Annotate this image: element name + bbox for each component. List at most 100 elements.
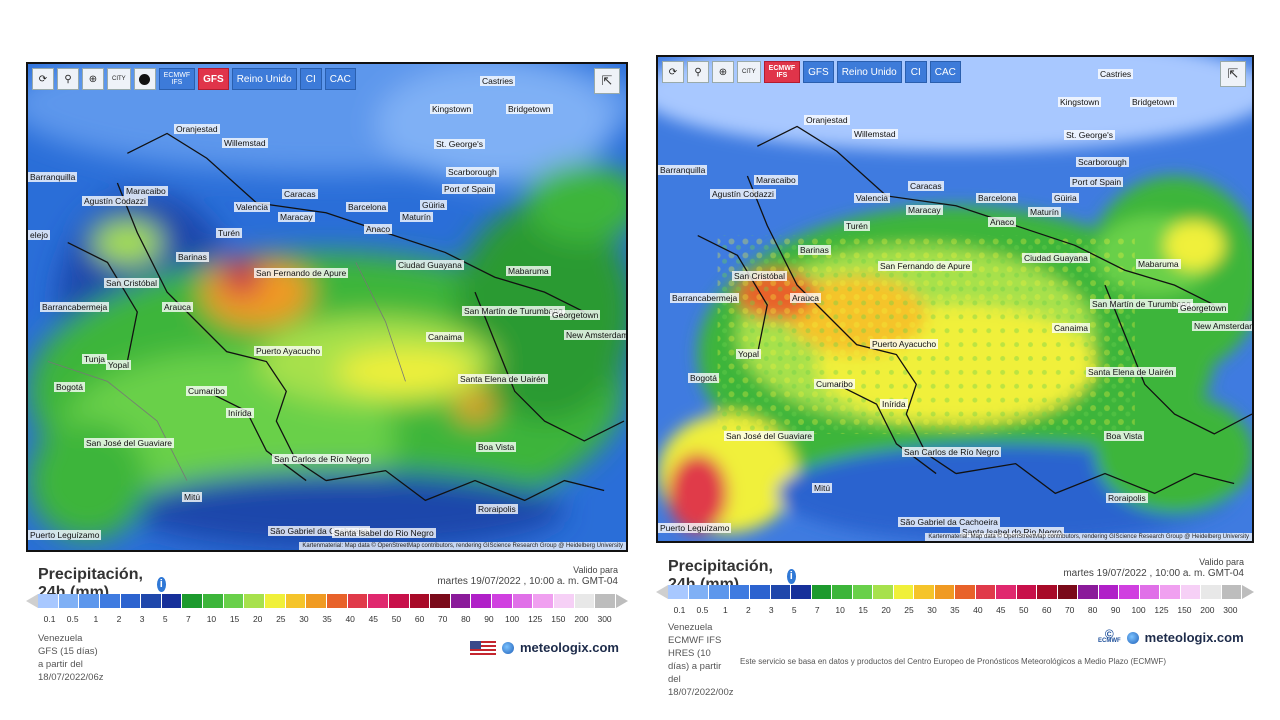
scale-swatch	[574, 594, 596, 608]
place-label: Georgetown	[1178, 303, 1229, 313]
place-label: Scarborough	[446, 167, 499, 177]
ifs-label: IFS	[776, 72, 788, 79]
scale-tick-label: 80	[1087, 605, 1098, 615]
locate-icon[interactable]: ⚲	[57, 68, 79, 90]
scale-right-arrow	[615, 594, 628, 608]
model-run-label: ECMWF IFS HRES (10 días) a partir del 18…	[668, 635, 734, 698]
scale-swatch	[120, 594, 142, 608]
scale-tick-label: 10	[835, 605, 845, 615]
place-label: Maracaibo	[754, 175, 798, 185]
scale-swatch	[873, 585, 894, 599]
city-toggle-button[interactable]: CITY	[737, 61, 761, 83]
place-label: Canaima	[1052, 323, 1091, 333]
scale-swatch	[1078, 585, 1099, 599]
scale-swatch	[161, 594, 183, 608]
scale-swatch	[791, 585, 812, 599]
place-label: San Cristóbal	[104, 278, 160, 288]
place-label: Boa Vista	[476, 442, 517, 452]
place-label: Puerto Leguízamo	[658, 523, 732, 533]
scale-swatch	[492, 594, 513, 608]
place-label: Willemstad	[222, 138, 268, 148]
map-toolbar: ⟳ ⚲ ⊕ CITY ECMWF IFS GFS Reino Unido CI …	[662, 61, 961, 83]
scale-tick-label: 5	[791, 605, 797, 615]
scale-tick-label: 1	[93, 614, 99, 624]
info-icon[interactable]: i	[786, 568, 796, 584]
info-icon[interactable]: i	[156, 576, 166, 592]
scale-tick-label: 45	[996, 605, 1006, 615]
brand[interactable]: © ECMWF meteologix.com	[1098, 626, 1244, 646]
place-label: Scarborough	[1076, 157, 1129, 167]
reino-unido-model-button[interactable]: Reino Unido	[231, 68, 297, 90]
scale-swatch	[1201, 585, 1222, 599]
place-label: Mabaruma	[1136, 259, 1181, 269]
place-label: Inírida	[880, 399, 908, 409]
place-label: Tunja	[82, 354, 107, 364]
refresh-icon[interactable]: ⟳	[32, 68, 54, 90]
scale-tick-label: 45	[368, 614, 379, 624]
gfs-model-button[interactable]: GFS	[803, 61, 834, 83]
place-label: Anaco	[364, 224, 393, 234]
place-label: Ciudad Guayana	[396, 260, 464, 270]
scale-swatch	[729, 585, 750, 599]
scale-tick-label: 20	[881, 605, 891, 615]
cac-model-button[interactable]: CAC	[324, 68, 356, 90]
map-ecmwf[interactable]: ⟳ ⚲ ⊕ CITY ECMWF IFS GFS Reino Unido CI …	[656, 55, 1254, 543]
map-gfs[interactable]: ⟳ ⚲ ⊕ CITY ECMWF IFS GFS Reino Unido CI …	[26, 62, 628, 552]
ecmwf-logo-icon: © ECMWF	[1098, 626, 1121, 644]
scale-tick-label: 25	[904, 605, 914, 615]
place-label: San Fernando de Apure	[878, 261, 973, 271]
globe-icon	[502, 641, 514, 654]
city-toggle-button[interactable]: CITY	[107, 68, 131, 90]
scale-swatch	[182, 594, 204, 608]
ecmwf-model-button[interactable]: ECMWF IFS	[158, 68, 196, 90]
valid-label: Valido para	[573, 565, 618, 575]
us-flag-icon	[470, 640, 496, 655]
scale-tick-label: 15	[229, 614, 240, 624]
scale-swatch	[893, 585, 914, 599]
scale-swatch	[996, 585, 1017, 599]
scale-tick-label: 40	[973, 605, 983, 615]
scale-tick-label: 80	[461, 614, 471, 624]
share-icon[interactable]: ⇱	[594, 68, 620, 94]
dot-icon[interactable]	[133, 68, 156, 90]
reino-unido-model-button[interactable]: Reino Unido	[836, 61, 902, 83]
zoom-icon[interactable]: ⊕	[82, 68, 104, 90]
scale-tick-label: 150	[551, 614, 566, 624]
scale-swatch	[1221, 585, 1242, 599]
place-label: Port of Spain	[442, 184, 496, 194]
scale-tick-label: 3	[768, 605, 774, 615]
ci-model-button[interactable]: CI	[299, 68, 322, 90]
place-label: Willemstad	[852, 129, 898, 139]
place-label: Caracas	[908, 181, 944, 191]
place-label: Kingstown	[430, 104, 474, 114]
scale-swatch	[595, 594, 616, 608]
place-label: Valencia	[234, 202, 270, 212]
place-label: Maturín	[400, 212, 433, 222]
scale-swatch	[1037, 585, 1058, 599]
place-label: San José del Guaviare	[84, 438, 174, 448]
refresh-icon[interactable]: ⟳	[662, 61, 684, 83]
scale-swatch	[347, 594, 369, 608]
ci-model-button[interactable]: CI	[904, 61, 927, 83]
scale-left-arrow	[656, 585, 668, 599]
scale-tick-label: 200	[574, 614, 589, 624]
zoom-icon[interactable]: ⊕	[712, 61, 734, 83]
share-icon[interactable]: ⇱	[1220, 61, 1246, 87]
scale-tick-label: 50	[391, 614, 402, 624]
ecmwf-model-button[interactable]: ECMWF IFS	[763, 61, 801, 83]
place-label: São Gabriel da Cachoeira	[898, 517, 1000, 527]
place-label: Barcelona	[346, 202, 389, 212]
place-label: Santa Elena de Uairén	[458, 374, 548, 384]
gfs-model-button[interactable]: GFS	[198, 68, 229, 90]
ecmwf-label: ECMWF	[768, 65, 796, 72]
scale-tick-label: 0.1	[673, 605, 686, 615]
valid-date: martes 19/07/2022 , 10:00 a. m. GMT-04	[437, 576, 618, 587]
place-label: Ciudad Guayana	[1022, 253, 1090, 263]
brand-text: meteologix.com	[520, 640, 619, 655]
valid-date: martes 19/07/2022 , 10:00 a. m. GMT-04	[1063, 568, 1244, 579]
locate-icon[interactable]: ⚲	[687, 61, 709, 83]
brand[interactable]: meteologix.com	[470, 640, 619, 655]
cac-model-button[interactable]: CAC	[929, 61, 961, 83]
place-label: Barinas	[798, 245, 831, 255]
scale-swatch	[58, 594, 80, 608]
